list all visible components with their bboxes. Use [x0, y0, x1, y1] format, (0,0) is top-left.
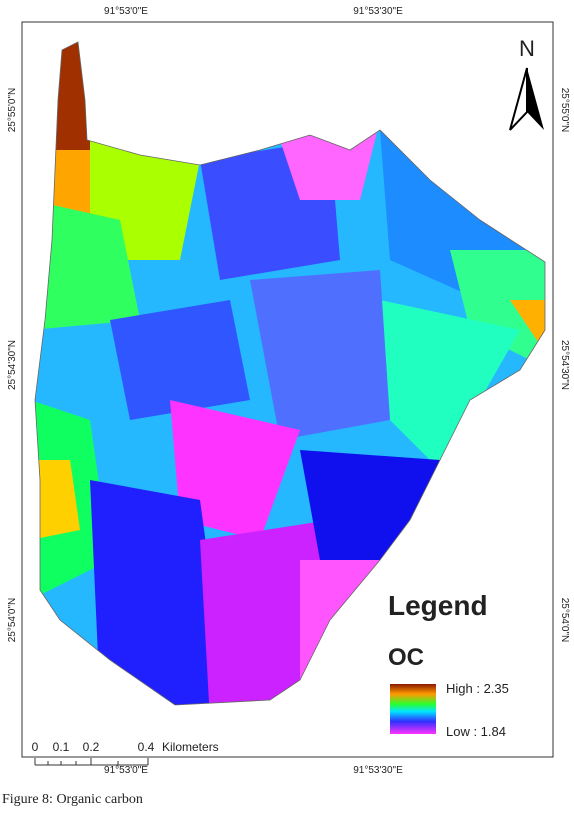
left-label: 25°55'0"N: [7, 88, 18, 133]
scale-tick-label: 0.2: [83, 740, 100, 754]
scale-tick-label: 0: [32, 740, 39, 754]
bottom-label: 91°53'0"E: [104, 765, 148, 776]
right-label: 25°54'0"N: [559, 598, 570, 643]
figure: 91°53'0"E 91°53'30"E 91°53'0"E 91°53'30"…: [0, 0, 574, 809]
bottom-label: 91°53'30"E: [353, 765, 403, 776]
left-label: 25°54'30"N: [7, 340, 18, 390]
page: 91°53'0"E 91°53'30"E 91°53'0"E 91°53'30"…: [0, 0, 574, 814]
legend-high: High : 2.35: [446, 681, 509, 696]
legend-ramp: [390, 684, 436, 734]
right-label: 25°55'0"N: [559, 88, 570, 133]
caption: Figure 8: Organic carbon: [2, 792, 143, 807]
legend-title: Legend: [388, 590, 488, 621]
north-label: N: [519, 36, 535, 61]
scale-tick-label: 0.1: [53, 740, 70, 754]
scale-unit: Kilometers: [162, 740, 219, 754]
left-label: 25°54'0"N: [7, 598, 18, 643]
scale-tick-label: 0.4: [138, 740, 155, 754]
top-label: 91°53'0"E: [104, 6, 148, 17]
legend-low: Low : 1.84: [446, 724, 506, 739]
right-label: 25°54'30"N: [559, 340, 570, 390]
legend-variable: OC: [388, 644, 424, 671]
top-label: 91°53'30"E: [353, 6, 403, 17]
